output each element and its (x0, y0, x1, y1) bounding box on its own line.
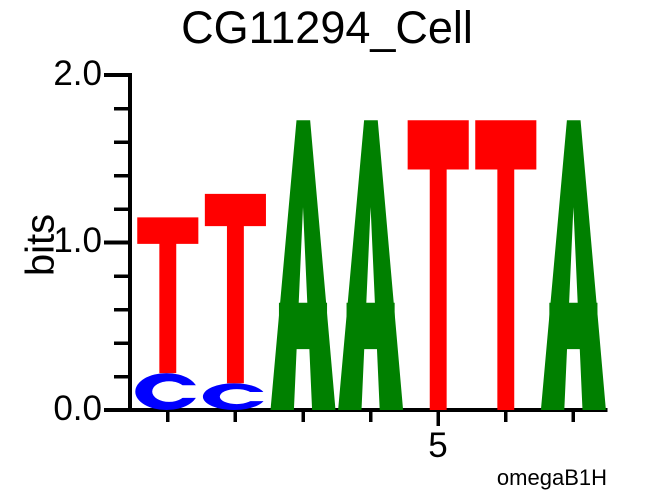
logo-letter-T-pos6-path0 (475, 120, 537, 410)
x-tick (166, 412, 170, 422)
x-axis-line (126, 408, 608, 412)
x-tick (233, 412, 238, 422)
logo-letter-C-pos1-path0 (135, 373, 198, 410)
y-major-tick (104, 240, 130, 245)
logo-letter-T-pos1 (137, 217, 199, 374)
chart-title: CG11294_Cell (181, 2, 473, 53)
logo-letter-A-pos4-path1 (346, 302, 395, 350)
y-minor-tick (114, 274, 130, 278)
logo-letter-A-pos3-path0 (270, 120, 336, 410)
x-tick-labeled (436, 412, 440, 426)
y-minor-tick (114, 307, 130, 312)
y-minor-tick (114, 173, 130, 178)
logo-letter-A-pos4-path0 (338, 120, 404, 410)
x-tick (301, 412, 305, 422)
logo-letter-A-pos3 (270, 120, 336, 410)
y-tick-label-1: 1.0 (53, 221, 102, 261)
x-tick (571, 412, 576, 422)
logo-letter-A-pos3-path1 (278, 302, 328, 350)
logo-letter-C-pos1 (135, 373, 201, 410)
y-major-tick (104, 73, 130, 77)
y-tick-label-0: 0.0 (53, 389, 102, 429)
logo-letter-C-pos2-path0 (202, 383, 266, 410)
logo-letter-T-pos5 (407, 120, 469, 410)
logo-credit: omegaB1H (496, 465, 607, 490)
logo-letter-T-pos6 (475, 120, 537, 410)
y-minor-tick (114, 374, 130, 379)
logo-letter-T-pos2 (204, 193, 266, 384)
logo-letter-A-pos7-path0 (540, 120, 606, 410)
y-minor-tick (114, 341, 130, 345)
y-tick-label-2: 2.0 (53, 54, 102, 94)
y-minor-tick (114, 140, 130, 144)
x-tick-label-5: 5 (428, 426, 448, 465)
logo-letter-T-pos2-path0 (204, 193, 266, 384)
logo-letter-A-pos4 (338, 120, 404, 410)
y-minor-tick (114, 207, 130, 211)
y-major-tick (104, 408, 130, 412)
x-tick (368, 412, 373, 422)
logo-letter-C-pos2 (202, 383, 268, 410)
logo-letter-T-pos1-path0 (137, 217, 199, 374)
y-minor-tick (114, 106, 130, 111)
x-tick (504, 412, 508, 422)
logo-letter-A-pos7-path1 (549, 302, 598, 350)
logo-letter-T-pos5-path0 (407, 120, 469, 410)
logo-letter-C-pos1-path1 (179, 385, 201, 398)
logo-letter-C-pos2-path1 (247, 392, 268, 402)
logo-letter-A-pos7 (540, 120, 606, 410)
